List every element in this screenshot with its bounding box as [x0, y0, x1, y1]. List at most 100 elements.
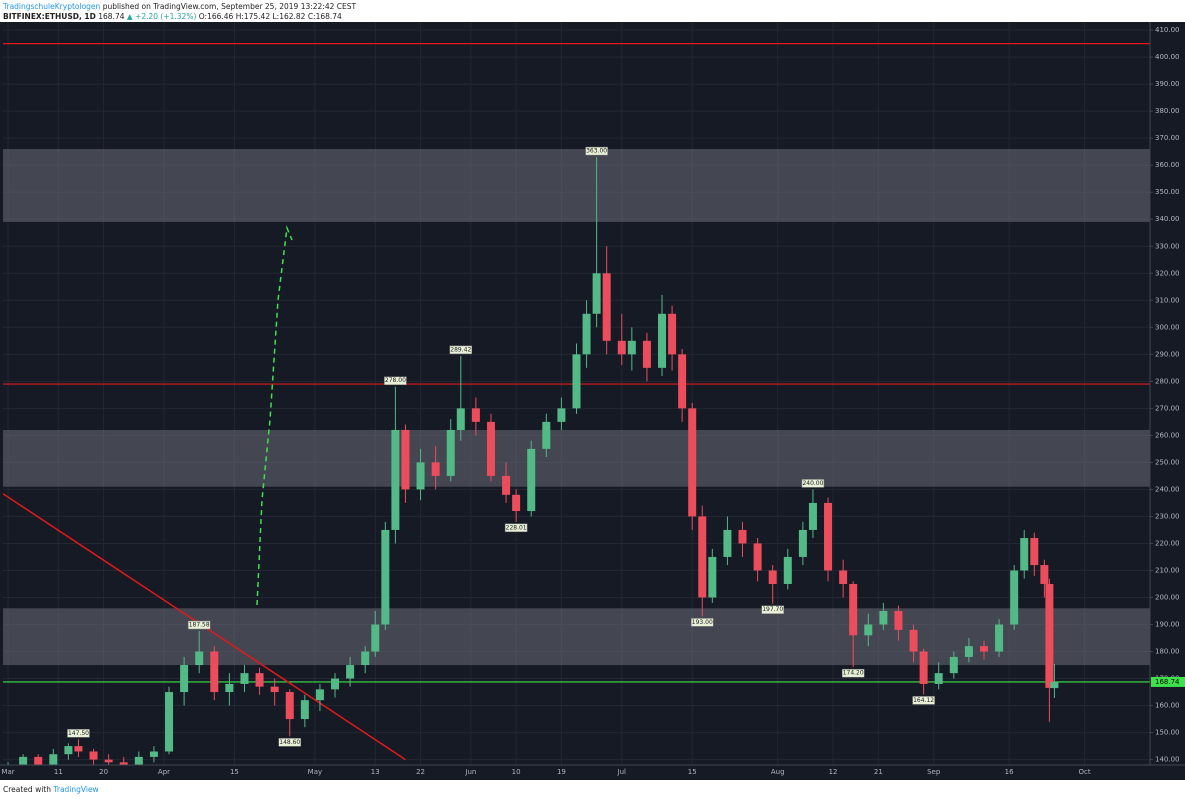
annotation-box: [912, 696, 935, 705]
candle-body: [240, 673, 249, 684]
annotation-box: [384, 376, 407, 385]
y-tick-label: 400.00: [1155, 53, 1180, 61]
footer-brand[interactable]: TradingView: [52, 785, 98, 794]
candle-body: [783, 556, 792, 584]
candle-body: [678, 354, 687, 409]
y-tick-label: 310.00: [1155, 296, 1180, 304]
annotation-box: [841, 668, 865, 678]
annotation-label: 228.01: [506, 524, 527, 531]
candle-body: [688, 408, 697, 517]
annotation-box: [187, 620, 211, 630]
y-tick-label: 330.00: [1155, 242, 1180, 250]
x-tick-label: 15: [688, 768, 697, 776]
y-tick-label: 380.00: [1155, 107, 1180, 115]
candle-body: [471, 408, 480, 422]
candle-body: [557, 408, 566, 422]
plot-bg: [0, 22, 1185, 780]
y-tick-label: 410.00: [1155, 26, 1180, 34]
candle-body: [1020, 538, 1029, 571]
y-tick-label: 220.00: [1155, 539, 1180, 547]
candle-body: [864, 624, 873, 636]
candle-body: [149, 751, 158, 757]
x-tick-label: Oct: [1079, 768, 1091, 776]
candle-body: [104, 759, 113, 763]
annotation-box: [691, 618, 714, 627]
y-tick-label: 340.00: [1155, 215, 1180, 223]
candle-body: [331, 678, 340, 690]
candle-body: [849, 583, 858, 636]
candle-body: [285, 692, 294, 720]
candle-body: [300, 700, 309, 720]
candle-body: [668, 313, 677, 355]
candle-body: [446, 429, 455, 476]
candle-body: [456, 408, 465, 430]
annotation-label: 193.00: [692, 619, 713, 626]
candle-body: [642, 340, 651, 368]
candle-body: [798, 529, 807, 557]
candle-body: [824, 502, 833, 571]
annotation-label: 174.20: [843, 670, 864, 677]
y-tick-label: 260.00: [1155, 431, 1180, 439]
x-tick-label: 11: [54, 768, 63, 776]
symbol: BITFINEX:ETHUSD, 1D: [3, 12, 96, 21]
y-tick-label: 240.00: [1155, 485, 1180, 493]
publisher[interactable]: TradingschuleKryptologen: [2, 2, 101, 11]
y-tick-label: 370.00: [1155, 134, 1180, 142]
y-tick-label: 250.00: [1155, 458, 1180, 466]
x-tick-label: 16: [1005, 768, 1014, 776]
candle-body: [34, 756, 43, 765]
candle-body: [592, 273, 601, 314]
candle-body: [371, 624, 380, 652]
candle-body: [49, 754, 58, 765]
candle-body: [502, 475, 511, 495]
y-tick-label: 230.00: [1155, 512, 1180, 520]
annotation-label: 289.42: [450, 346, 471, 353]
annotation-box: [278, 738, 301, 747]
zone: [3, 608, 1150, 666]
candle-body: [1045, 583, 1054, 688]
candle-body: [572, 354, 581, 409]
footer-text: Created with: [3, 785, 51, 794]
candle-body: [964, 646, 973, 657]
candle-body: [486, 421, 495, 476]
zone: [3, 148, 1150, 222]
candle-body: [995, 624, 1004, 652]
annotation-box: [585, 146, 608, 156]
candle-body: [416, 462, 425, 490]
x-tick-label: Apr: [158, 768, 170, 776]
y-tick-label: 140.00: [1155, 756, 1180, 764]
x-tick-label: 15: [230, 768, 239, 776]
projection-arrow: [256, 225, 293, 606]
candle-body: [839, 570, 848, 584]
candle-body: [512, 494, 521, 512]
x-tick-label: 12: [829, 768, 838, 776]
candle-body: [1030, 538, 1039, 566]
header-bg: [0, 0, 1185, 22]
y-tick-label: 320.00: [1155, 269, 1180, 277]
candle-body: [1050, 681, 1059, 689]
y-tick-label: 390.00: [1155, 80, 1180, 88]
candle-body: [753, 543, 762, 571]
last-price-label: 168.74: [1155, 678, 1180, 686]
candle-body: [527, 448, 536, 512]
x-tick-label: Jul: [617, 768, 627, 776]
footer-bg: [0, 780, 1185, 800]
annotation-label: 148.60: [279, 739, 300, 746]
y-tick-label: 300.00: [1155, 323, 1180, 331]
candle-body: [346, 665, 355, 679]
annotation-label: 164.12: [913, 697, 934, 704]
annotation-box: [449, 345, 473, 355]
candle-body: [89, 751, 98, 760]
candle-body: [808, 502, 817, 530]
header-line-2: BITFINEX:ETHUSD, 1D 168.74 ▲ +2.20 (+1.3…: [3, 12, 342, 21]
annotation-label: 147.50: [68, 730, 89, 737]
candle-body: [879, 610, 888, 625]
x-tick-label: 19: [557, 768, 566, 776]
candle-body: [602, 273, 611, 341]
x-tick-label: 20: [99, 768, 108, 776]
candle-body: [180, 665, 189, 693]
candle-body: [210, 651, 219, 693]
header-line-1: TradingschuleKryptologen published on Tr…: [2, 2, 356, 11]
candle-body: [919, 651, 928, 684]
candle-body: [225, 683, 234, 693]
